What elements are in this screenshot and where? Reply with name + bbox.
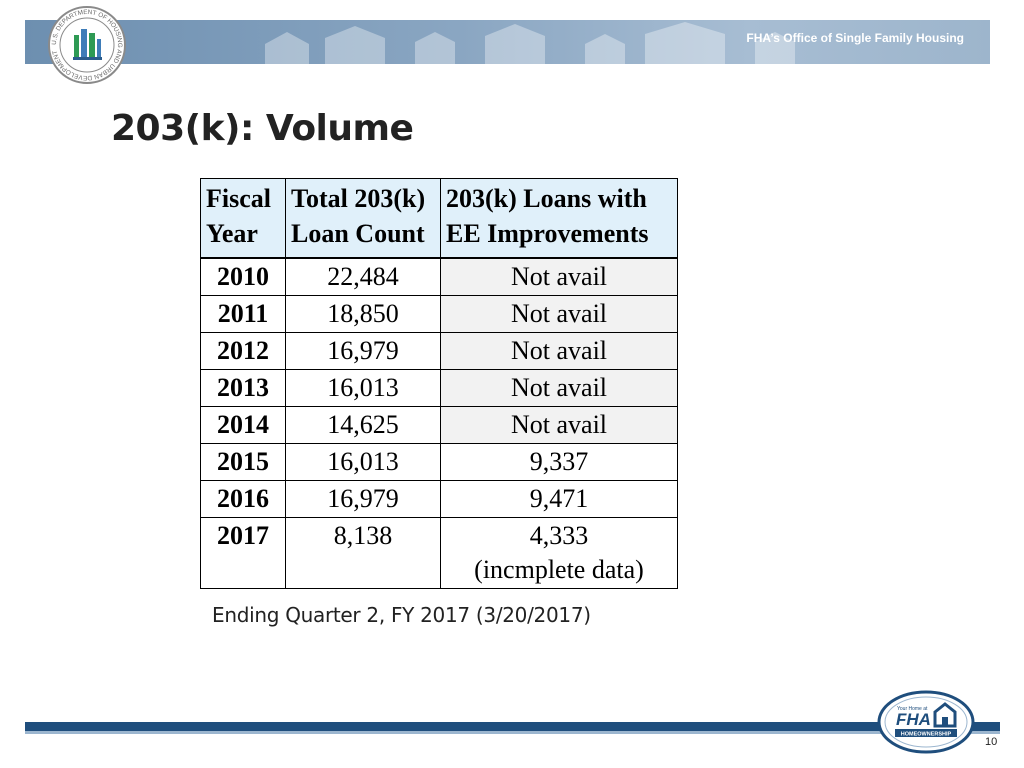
page-number: 10 — [985, 736, 998, 748]
banner-title: FHA’s Office of Single Family Housing — [746, 31, 964, 45]
header-total-count: Total 203(k) Loan Count — [285, 178, 441, 259]
header-ee-improvements: 203(k) Loans with EE Improvements — [440, 178, 678, 259]
total-count-cell: 16,013 — [285, 443, 441, 481]
ee-cell: Not avail — [440, 369, 678, 407]
footer-bar — [25, 722, 1000, 731]
ee-cell: Not avail — [440, 406, 678, 444]
table-row: 2017 8,138 4,333 (incmplete data) — [200, 517, 678, 589]
fha-small-text: Your Home at — [897, 706, 928, 712]
ee-cell: Not avail — [440, 332, 678, 370]
year-cell: 2012 — [200, 332, 286, 370]
year-cell: 2016 — [200, 480, 286, 518]
ee-cell: Not avail — [440, 257, 678, 296]
total-count-cell: 22,484 — [285, 257, 441, 296]
total-count-cell: 14,625 — [285, 406, 441, 444]
ee-note: (incmplete data) — [474, 555, 644, 584]
data-note: Ending Quarter 2, FY 2017 (3/20/2017) — [212, 603, 591, 627]
slide-title: 203(k): Volume — [111, 108, 414, 149]
header-banner: FHA’s Office of Single Family Housing — [25, 20, 990, 64]
total-count-cell: 18,850 — [285, 295, 441, 333]
table-row: 2016 16,979 9,471 — [200, 480, 678, 518]
total-count-cell: 8,138 — [285, 517, 441, 589]
ee-cell: 4,333 (incmplete data) — [440, 517, 678, 589]
year-cell: 2010 — [200, 257, 286, 296]
table-row: 2010 22,484 Not avail — [200, 257, 678, 296]
year-cell: 2017 — [200, 517, 286, 589]
total-count-cell: 16,979 — [285, 480, 441, 518]
table-row: 2011 18,850 Not avail — [200, 295, 678, 333]
fha-homeownership-logo-icon: Your Home at FHA HOMEOWNERSHIP — [877, 690, 975, 754]
total-count-cell: 16,013 — [285, 369, 441, 407]
ee-cell: 9,337 — [440, 443, 678, 481]
ee-cell: 9,471 — [440, 480, 678, 518]
ee-cell: Not avail — [440, 295, 678, 333]
volume-table: Fiscal Year Total 203(k) Loan Count 203(k)… — [200, 178, 678, 589]
total-count-cell: 16,979 — [285, 332, 441, 370]
table-row: 2012 16,979 Not avail — [200, 332, 678, 370]
table-header-row: Fiscal Year Total 203(k) Loan Count 203(k)… — [200, 178, 678, 259]
houses-background-icon — [265, 22, 795, 64]
fha-big-text: FHA — [896, 710, 931, 729]
year-cell: 2014 — [200, 406, 286, 444]
header-fiscal-year: Fiscal Year — [200, 178, 286, 259]
table-row: 2015 16,013 9,337 — [200, 443, 678, 481]
year-cell: 2011 — [200, 295, 286, 333]
fha-caption: HOMEOWNERSHIP — [901, 732, 952, 738]
footer-bar-accent — [25, 731, 1000, 734]
table-row: 2013 16,013 Not avail — [200, 369, 678, 407]
year-cell: 2013 — [200, 369, 286, 407]
table-row: 2014 14,625 Not avail — [200, 406, 678, 444]
ee-value: 4,333 — [529, 521, 589, 550]
year-cell: 2015 — [200, 443, 286, 481]
hud-seal-icon: U.S. DEPARTMENT OF HOUSING AND URBAN DEV… — [48, 6, 126, 84]
